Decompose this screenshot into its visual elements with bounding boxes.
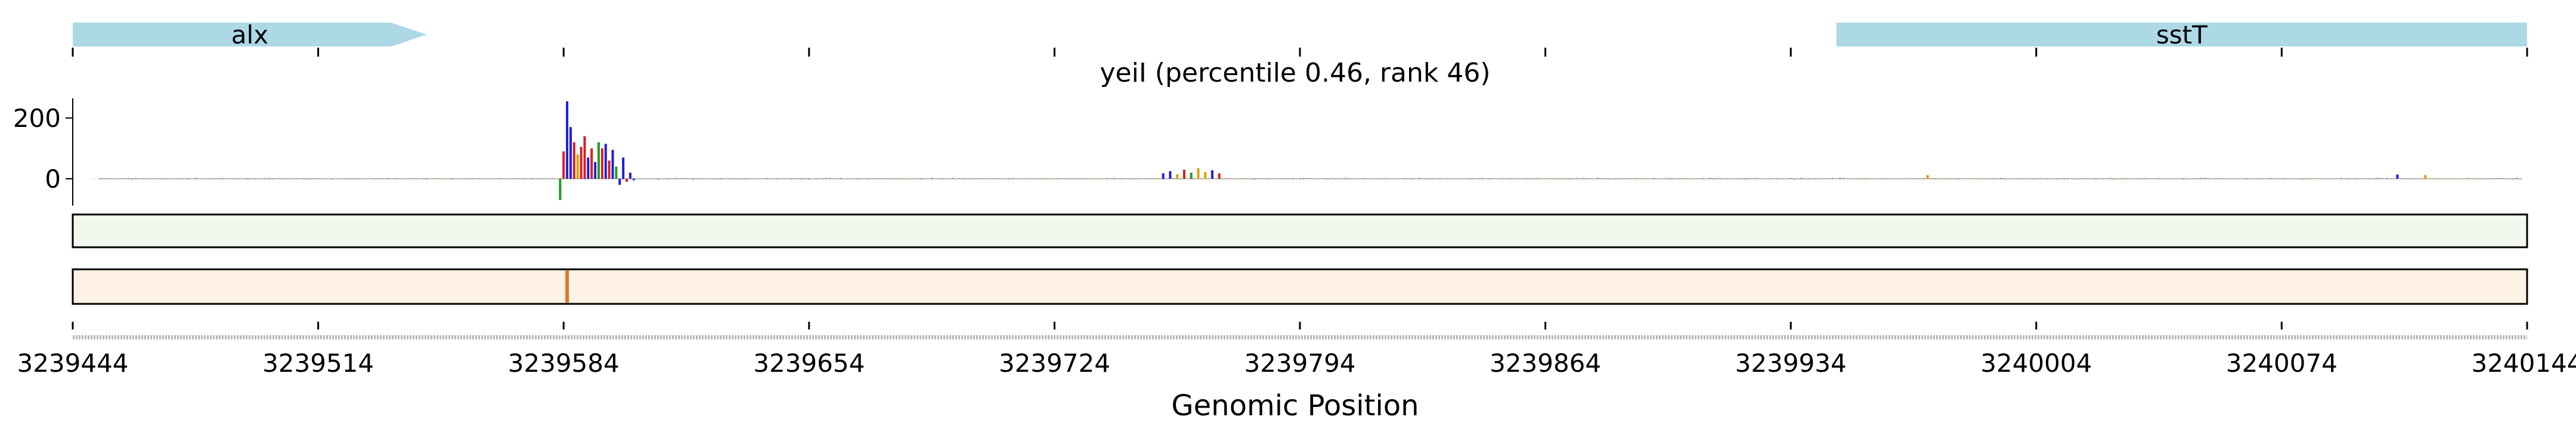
chart-title: yeiI (percentile 0.46, rank 46) [1100, 58, 1491, 88]
x-tick-label: 3239724 [999, 349, 1110, 378]
signal-y-ticks: 0 200 [13, 104, 73, 194]
x-tick-label: 3239934 [1735, 349, 1847, 378]
y-tick-label: 0 [45, 164, 61, 194]
gene-alx [73, 23, 427, 46]
x-tick-label: 3240004 [1980, 349, 2092, 378]
gene-track-axis [72, 48, 2528, 57]
heatmap-tracks [72, 213, 2528, 305]
x-axis-label: Genomic Position [1171, 389, 1419, 422]
signal-track: 0 200 [13, 98, 2522, 206]
x-tick-label: 3240144 [2471, 349, 2576, 378]
x-tick-label: 3239514 [262, 349, 374, 378]
x-tick-label: 3240074 [2226, 349, 2337, 378]
gene-annotation-track: alx sstT [73, 20, 2527, 49]
gene-sstT [1836, 23, 2527, 46]
y-tick-label: 200 [13, 104, 61, 133]
signal-peaks [559, 101, 2427, 200]
heatmap-track-2 [72, 268, 2528, 305]
gene-label: alx [231, 20, 268, 49]
x-tick-label: 3239444 [17, 349, 128, 378]
genomic-position-axis: 3239444 3239514 3239584 3239654 3239724 32397… [17, 322, 2576, 378]
x-tick-label: 3239864 [1490, 349, 1601, 378]
x-tick-label: 3239584 [508, 349, 620, 378]
x-tick-label: 3239654 [753, 349, 865, 378]
signal-background-noise [89, 178, 2518, 180]
gene-label: sstT [2156, 20, 2207, 49]
heatmap-highlight [565, 271, 569, 303]
x-tick-label: 3239794 [1244, 349, 1355, 378]
heatmap-track-1 [72, 213, 2528, 248]
